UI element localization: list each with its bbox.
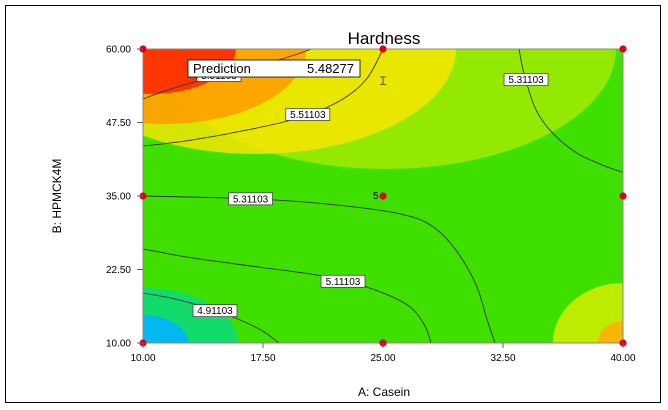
contour-label: 4.91103 (197, 306, 233, 317)
y-tick-label: 22.50 (106, 265, 131, 276)
contour-label-box (320, 274, 366, 288)
prediction-flag-box (187, 59, 361, 78)
y-tick-label: 47.50 (106, 118, 131, 129)
y-axis-ticks: 10.00 22.50 35.00 47.50 60.00 (106, 45, 143, 350)
x-tick-label: 25.00 (370, 353, 395, 364)
y-tick-label: 60.00 (106, 45, 131, 56)
x-tick-label: 17.50 (250, 353, 275, 364)
contour-line (518, 49, 623, 173)
y-tick-label: 10.00 (106, 339, 131, 350)
design-point (379, 45, 387, 53)
prediction-flag[interactable]: Prediction 5.48277 (187, 59, 386, 85)
prediction-label: Prediction (193, 61, 251, 76)
figure-frame: 5.511035.511035.311035.311035.111034.911… (5, 5, 661, 403)
design-point (619, 192, 627, 200)
chart-title: Hardness (348, 29, 421, 48)
contour-label-box (285, 108, 331, 121)
design-point (619, 45, 627, 53)
contour-label-box (192, 304, 238, 318)
contour-label: 5.31103 (233, 194, 269, 205)
contour-label: 5.51103 (290, 110, 326, 121)
x-tick-label: 40.00 (610, 353, 635, 364)
center-point-count: 5 (373, 191, 379, 202)
design-point (379, 192, 387, 200)
x-axis-ticks: 10.00 17.50 25.00 32.50 40.00 (130, 343, 636, 364)
x-tick-label: 10.00 (130, 353, 155, 364)
x-axis-title: A: Casein (358, 385, 410, 399)
contour-label-box (503, 73, 549, 86)
y-axis-title: B: HPMCK4M (50, 159, 64, 234)
contour-label: 5.11103 (326, 277, 361, 288)
contour-chart: 5.511035.511035.311035.311035.111034.911… (50, 29, 636, 399)
contour-label: 5.31103 (508, 75, 544, 86)
y-tick-label: 35.00 (106, 192, 131, 203)
x-tick-label: 32.50 (490, 353, 515, 364)
contour-label-box (228, 192, 273, 206)
prediction-value: 5.48277 (307, 61, 354, 76)
